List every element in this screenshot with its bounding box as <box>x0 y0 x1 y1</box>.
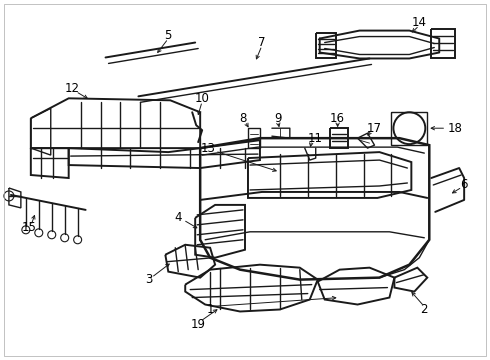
Text: 16: 16 <box>330 112 345 125</box>
Text: 9: 9 <box>274 112 282 125</box>
Text: 5: 5 <box>165 29 172 42</box>
Text: 11: 11 <box>307 132 322 145</box>
Text: 1: 1 <box>206 303 214 316</box>
Text: 19: 19 <box>191 318 206 331</box>
Text: 8: 8 <box>239 112 246 125</box>
Text: 10: 10 <box>195 92 210 105</box>
Text: 6: 6 <box>461 179 468 192</box>
Text: 18: 18 <box>447 122 462 135</box>
Text: 3: 3 <box>145 273 152 286</box>
Text: 4: 4 <box>174 211 182 224</box>
Text: 7: 7 <box>258 36 266 49</box>
Text: 2: 2 <box>420 303 428 316</box>
Text: 15: 15 <box>22 221 36 234</box>
Text: 14: 14 <box>412 16 427 29</box>
Text: 17: 17 <box>367 122 382 135</box>
Text: 12: 12 <box>65 82 80 95</box>
Text: 13: 13 <box>201 141 216 155</box>
